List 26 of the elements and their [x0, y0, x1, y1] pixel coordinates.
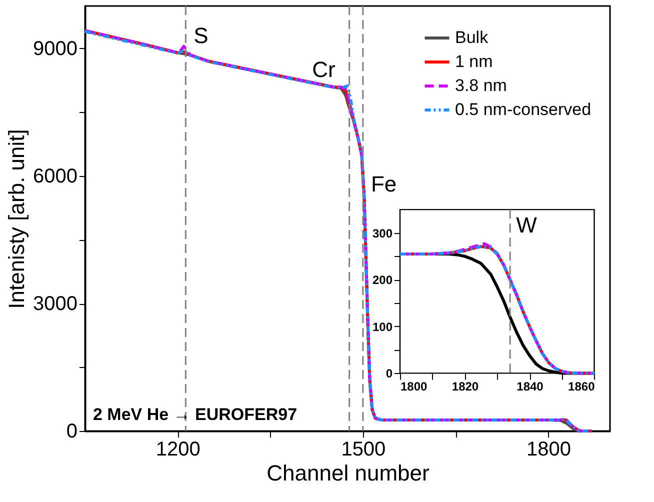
- annotation: 2 MeV He → EUROFER97: [93, 405, 298, 424]
- legend-label: 3.8 nm: [455, 76, 507, 95]
- legend-label: 0.5 nm-conserved: [455, 100, 592, 119]
- ref-line-label: Cr: [312, 56, 336, 82]
- ref-line-label: Fe: [370, 172, 397, 196]
- y-tick-label: 6000: [33, 166, 78, 188]
- x-tick-label: 1800: [526, 438, 571, 460]
- legend-label: Bulk: [455, 28, 489, 47]
- y-tick-label: 3000: [33, 293, 78, 315]
- x-axis-title: Channel number: [266, 460, 430, 486]
- x-tick-label: 1820: [452, 380, 479, 394]
- x-tick-label: 1860: [568, 380, 596, 394]
- y-axis-title: Intenisty [arb. unit]: [4, 129, 30, 309]
- y-tick-label: 100: [372, 320, 393, 334]
- y-tick-label: 0: [386, 366, 393, 381]
- y-tick-label: 200: [372, 273, 393, 288]
- y-tick-label: 300: [372, 226, 393, 240]
- ref-line-label: W: [516, 212, 538, 238]
- y-tick-label: 0: [66, 420, 78, 442]
- x-tick-label: 1500: [341, 438, 386, 460]
- ref-line-label: S: [194, 22, 208, 48]
- x-tick-label: 1200: [156, 438, 200, 460]
- y-tick-label: 9000: [33, 38, 78, 60]
- legend-label: 1 nm: [455, 52, 493, 71]
- x-tick-label: 1800: [400, 380, 428, 394]
- x-tick-label: 1840: [516, 380, 544, 394]
